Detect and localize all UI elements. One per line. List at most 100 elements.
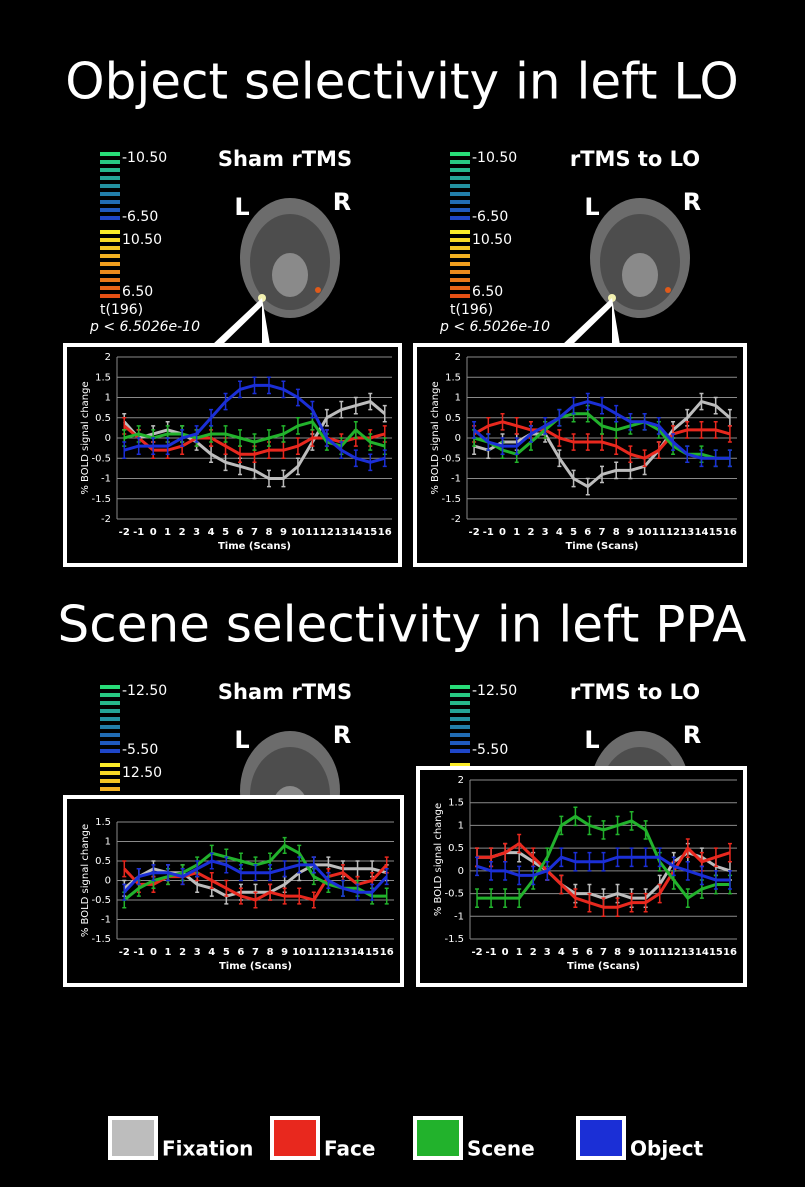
x-tick-label: 3 bbox=[194, 947, 201, 958]
x-tick-label: 1 bbox=[165, 947, 172, 958]
hemisphere-label: L bbox=[584, 193, 599, 221]
colorbar-swatch bbox=[450, 176, 470, 180]
colorbar-swatch bbox=[450, 200, 470, 204]
colorbar-swatch bbox=[100, 246, 120, 250]
y-tick-label: -1 bbox=[454, 911, 464, 922]
colorbar-swatch bbox=[100, 238, 120, 242]
x-tick-label: 6 bbox=[237, 947, 244, 958]
panel-title: rTMS to LO bbox=[570, 680, 700, 704]
colorbar-swatch bbox=[450, 184, 470, 188]
colorbar-swatch bbox=[450, 230, 470, 234]
x-tick-label: 4 bbox=[556, 527, 563, 538]
colorbar-label: 10.50 bbox=[472, 232, 512, 248]
colorbar-swatch bbox=[100, 168, 120, 172]
legend-label: Object bbox=[630, 1137, 704, 1161]
x-tick-label: 4 bbox=[558, 947, 565, 958]
x-tick-label: 2 bbox=[179, 947, 186, 958]
colorbar-label: 6.50 bbox=[122, 284, 153, 300]
colorbar-swatch bbox=[450, 152, 470, 156]
colorbar-swatch bbox=[100, 733, 120, 737]
colorbar-swatch bbox=[100, 230, 120, 234]
x-tick-label: 11 bbox=[307, 947, 321, 958]
colorbar-swatch bbox=[100, 717, 120, 721]
panel-title: Sham rTMS bbox=[218, 680, 352, 704]
colorbar-swatch bbox=[450, 685, 470, 689]
colorbar-swatch bbox=[450, 286, 470, 290]
x-tick-label: -1 bbox=[133, 947, 144, 958]
legend-label: Face bbox=[324, 1137, 375, 1161]
colorbar-swatch bbox=[100, 176, 120, 180]
y-tick-label: 1 bbox=[105, 837, 111, 848]
x-tick-label: 10 bbox=[639, 947, 653, 958]
colorbar-swatch bbox=[450, 733, 470, 737]
colorbar-swatch bbox=[100, 160, 120, 164]
x-tick-label: 14 bbox=[695, 527, 709, 538]
x-tick-label: 1 bbox=[164, 527, 171, 538]
y-tick-label: 1.5 bbox=[445, 372, 461, 383]
x-tick-label: 14 bbox=[695, 947, 709, 958]
x-tick-label: 7 bbox=[600, 947, 607, 958]
colorbar-swatch bbox=[100, 216, 120, 220]
colorbar-swatch bbox=[450, 701, 470, 705]
x-tick-label: -2 bbox=[469, 527, 480, 538]
colorbar-swatch bbox=[450, 725, 470, 729]
x-tick-label: -2 bbox=[471, 947, 482, 958]
brain-image bbox=[622, 253, 658, 297]
x-tick-label: 15 bbox=[709, 947, 723, 958]
y-tick-label: -1 bbox=[451, 474, 461, 485]
stat-label: t(196) bbox=[450, 302, 493, 318]
colorbar-swatch bbox=[450, 160, 470, 164]
colorbar-swatch bbox=[100, 771, 120, 775]
y-tick-label: -1.5 bbox=[444, 934, 464, 945]
y-tick-label: 0 bbox=[105, 876, 111, 887]
legend-swatch bbox=[110, 1118, 156, 1158]
colorbar-swatch bbox=[450, 717, 470, 721]
brain-image bbox=[272, 253, 308, 297]
colorbar-swatch bbox=[100, 685, 120, 689]
x-tick-label: 4 bbox=[208, 947, 215, 958]
colorbar-swatch bbox=[450, 693, 470, 697]
x-tick-label: 1 bbox=[513, 527, 520, 538]
x-tick-label: 2 bbox=[530, 947, 537, 958]
colorbar-swatch bbox=[100, 200, 120, 204]
colorbar-label: 6.50 bbox=[472, 284, 503, 300]
x-tick-label: 16 bbox=[723, 527, 737, 538]
x-tick-label: 0 bbox=[499, 527, 506, 538]
colorbar-label: -5.50 bbox=[472, 742, 508, 758]
colorbar-label: -6.50 bbox=[122, 209, 158, 225]
x-tick-label: 3 bbox=[542, 527, 549, 538]
x-tick-label: 16 bbox=[723, 947, 737, 958]
y-tick-label: 2 bbox=[455, 352, 461, 363]
colorbar-swatch bbox=[450, 741, 470, 745]
x-tick-label: 0 bbox=[150, 947, 157, 958]
x-tick-label: 6 bbox=[584, 527, 591, 538]
y-tick-label: 0.5 bbox=[95, 413, 111, 424]
colorbar-label: 10.50 bbox=[122, 232, 162, 248]
y-tick-label: -1 bbox=[101, 474, 111, 485]
y-tick-label: 1.5 bbox=[95, 372, 111, 383]
y-tick-label: -1.5 bbox=[441, 494, 461, 505]
x-tick-label: 4 bbox=[208, 527, 215, 538]
colorbar-label: -10.50 bbox=[472, 150, 517, 166]
y-tick-label: 2 bbox=[458, 775, 464, 786]
y-tick-label: 0.5 bbox=[95, 856, 111, 867]
x-tick-label: 10 bbox=[291, 527, 305, 538]
colorbar-swatch bbox=[100, 693, 120, 697]
x-tick-label: 8 bbox=[613, 527, 620, 538]
background bbox=[0, 0, 805, 1187]
colorbar-swatch bbox=[100, 184, 120, 188]
hemisphere-label: L bbox=[584, 726, 599, 754]
colorbar-swatch bbox=[100, 725, 120, 729]
hemisphere-label: L bbox=[234, 193, 249, 221]
hemisphere-label: R bbox=[683, 188, 701, 216]
x-tick-label: 7 bbox=[251, 527, 258, 538]
x-tick-label: 13 bbox=[334, 527, 348, 538]
colorbar-label: -12.50 bbox=[122, 683, 167, 699]
x-tick-label: 2 bbox=[179, 527, 186, 538]
y-tick-label: 1 bbox=[458, 820, 464, 831]
x-tick-label: 13 bbox=[336, 947, 350, 958]
x-tick-label: 0 bbox=[502, 947, 509, 958]
figure: Object selectivity in left LO Scene sele… bbox=[0, 0, 805, 1187]
legend-label: Scene bbox=[467, 1137, 535, 1161]
y-axis-label: % BOLD signal change bbox=[430, 381, 441, 494]
